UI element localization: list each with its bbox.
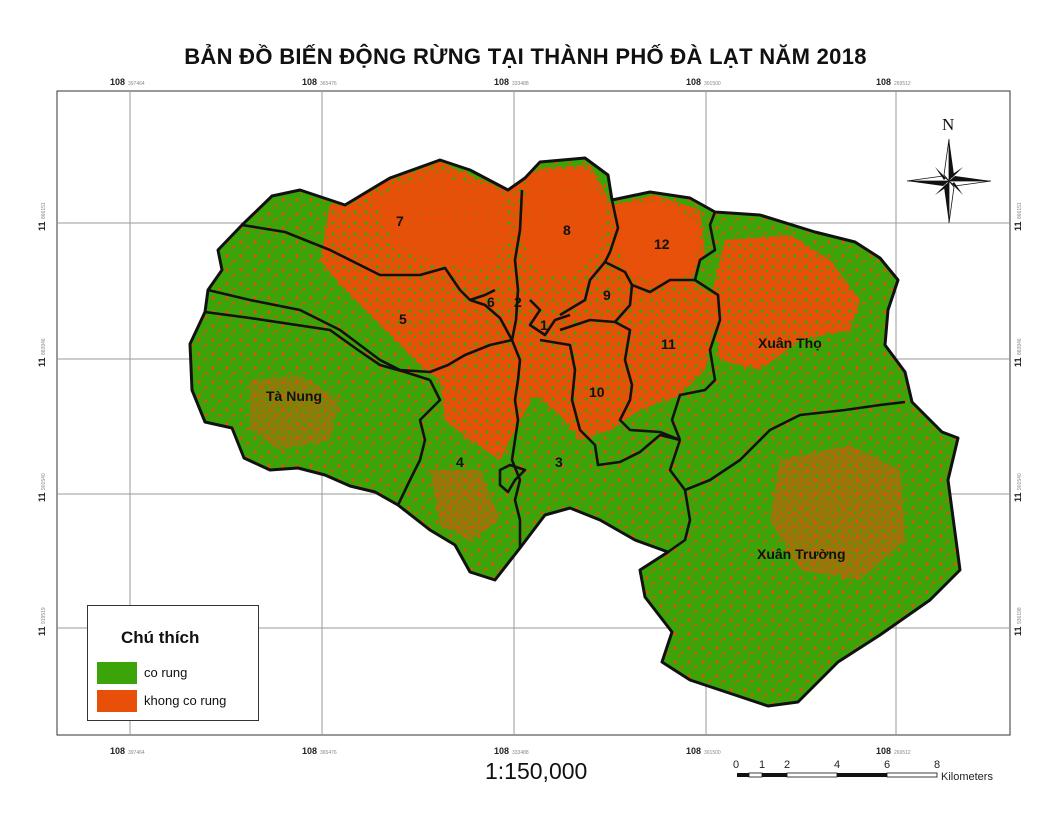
region-label-6: 6 [487, 294, 495, 310]
top-lon-label-2: 108 [302, 77, 317, 87]
top-lon-label-1: 108 [110, 77, 125, 87]
top-coordinate-labels: 108 397464 108 365476 108 333488 108 301… [110, 77, 911, 87]
region-label-9: 9 [603, 287, 611, 303]
scale-unit: Kilometers [941, 771, 993, 783]
region-label-ta-nung: Tà Nung [266, 388, 322, 404]
region-label-4: 4 [456, 454, 464, 470]
legend-swatch-forest [97, 662, 137, 684]
region-label-1: 1 [540, 317, 548, 333]
scale-tick-6: 6 [884, 759, 890, 771]
right-lat-minor-2: 883946 [1017, 338, 1023, 355]
right-lat-label-4: 11 [1013, 626, 1023, 636]
top-lon-label-4: 108 [686, 77, 701, 87]
legend: Chú thích co rung khong co rung [87, 605, 259, 721]
top-lon-minor-3: 333488 [512, 81, 529, 87]
bottom-lon-label-4: 108 [686, 746, 701, 756]
right-lat-minor-4: 936198 [1017, 607, 1023, 624]
legend-swatch-nonforest [97, 690, 137, 712]
bottom-lon-label-2: 108 [302, 746, 317, 756]
left-lat-label-1: 11 [37, 221, 47, 231]
bottom-lon-minor-4: 301500 [704, 750, 721, 756]
bottom-lon-minor-5: 269512 [894, 750, 911, 756]
scale-tick-2: 2 [784, 759, 790, 771]
north-label: N [942, 115, 954, 134]
region-label-10: 10 [589, 384, 605, 400]
left-lat-label-2: 11 [37, 357, 47, 367]
region-labels: 1 2 3 4 5 6 7 8 9 10 11 12 Xuân Thọ Tà N… [266, 213, 846, 562]
right-lat-minor-1: 866151 [1017, 202, 1023, 219]
left-lat-minor-2: 883946 [41, 338, 47, 355]
region-label-3: 3 [555, 454, 563, 470]
bottom-lon-minor-1: 397464 [128, 750, 145, 756]
right-lat-minor-3: 901540 [1017, 473, 1023, 490]
scale-tick-1: 1 [759, 759, 765, 771]
legend-label-nonforest: khong co rung [144, 693, 227, 708]
top-lon-minor-4: 301500 [704, 81, 721, 87]
left-coordinate-labels: 11 866151 11 883946 11 901540 11 919519 [37, 202, 47, 636]
top-lon-label-5: 108 [876, 77, 891, 87]
scale-bar: 0 1 2 4 6 8 Kilometers [733, 759, 993, 783]
legend-label-forest: co rung [144, 665, 188, 680]
bottom-lon-minor-3: 333488 [512, 750, 529, 756]
bottom-lon-label-5: 108 [876, 746, 891, 756]
left-lat-minor-1: 866151 [41, 202, 47, 219]
scale-tick-8: 8 [934, 759, 940, 771]
scale-tick-0: 0 [733, 759, 739, 771]
scale-ratio: 1:150,000 [485, 758, 588, 784]
region-label-xuan-tho: Xuân Thọ [758, 335, 822, 351]
bottom-lon-minor-2: 365476 [320, 750, 337, 756]
land-cover [190, 158, 960, 706]
left-lat-minor-3: 901540 [41, 473, 47, 490]
top-lon-minor-5: 269512 [894, 81, 911, 87]
right-lat-label-3: 11 [1013, 492, 1023, 502]
left-lat-label-4: 11 [37, 626, 47, 636]
scale-tick-4: 4 [834, 759, 840, 771]
left-lat-minor-4: 919519 [41, 607, 47, 624]
top-lon-minor-2: 365476 [320, 81, 337, 87]
top-lon-minor-1: 397464 [128, 81, 145, 87]
right-lat-label-2: 11 [1013, 357, 1023, 367]
region-label-12: 12 [654, 236, 670, 252]
district-boundaries [204, 189, 906, 554]
region-label-5: 5 [399, 311, 407, 327]
region-label-7: 7 [396, 213, 404, 229]
bottom-coordinate-labels: 108 397464 108 365476 108 333488 108 301… [110, 746, 911, 756]
bottom-lon-label-3: 108 [494, 746, 509, 756]
right-coordinate-labels: 11 866151 11 883946 11 901540 11 936198 [1013, 202, 1023, 636]
region-label-2: 2 [514, 294, 522, 310]
top-lon-label-3: 108 [494, 77, 509, 87]
north-arrow-icon: N [906, 115, 992, 224]
bottom-lon-label-1: 108 [110, 746, 125, 756]
region-label-xuan-truong: Xuân Trường [757, 546, 846, 562]
left-lat-label-3: 11 [37, 492, 47, 502]
map-title: BẢN ĐỒ BIẾN ĐỘNG RỪNG TẠI THÀNH PHỐ ĐÀ L… [184, 44, 867, 69]
right-lat-label-1: 11 [1013, 221, 1023, 231]
legend-title: Chú thích [121, 628, 200, 647]
region-label-8: 8 [563, 222, 571, 238]
region-label-11: 11 [661, 336, 676, 352]
